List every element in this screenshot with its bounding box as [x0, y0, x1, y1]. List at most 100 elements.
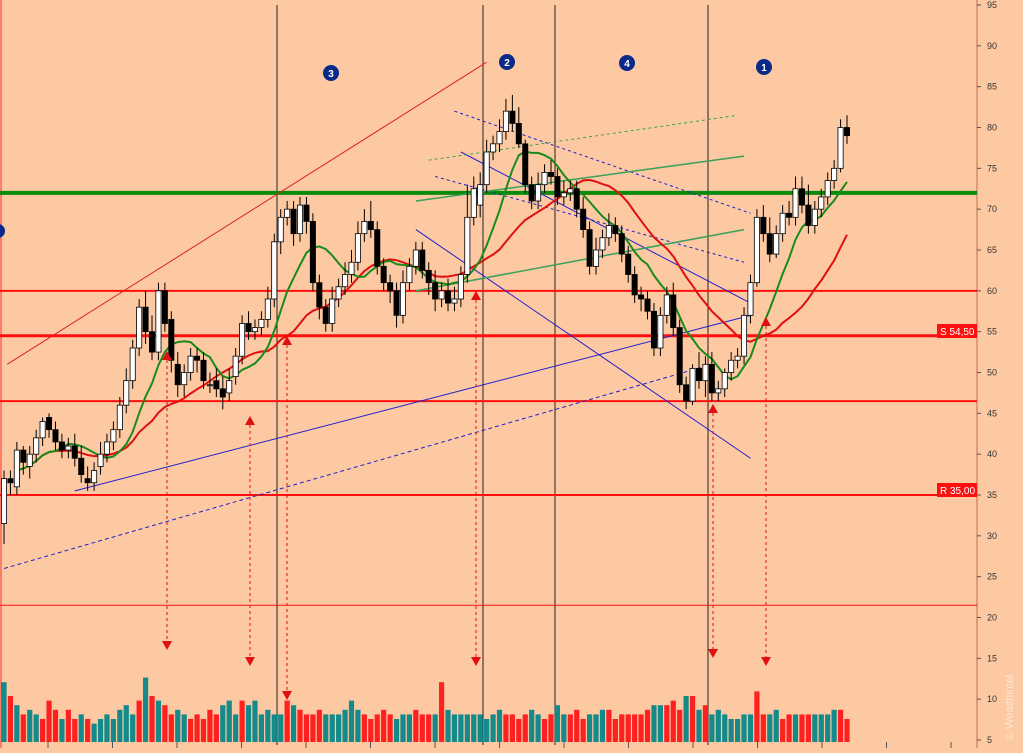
- candle-body: [399, 282, 406, 316]
- volume-bar: [683, 696, 689, 742]
- candle-body: [110, 429, 117, 443]
- candle-body: [496, 131, 503, 145]
- volume-bar: [290, 705, 297, 742]
- volume-bar: [303, 714, 310, 742]
- candle-body: [181, 372, 188, 386]
- candle-body: [65, 445, 72, 451]
- candle-body: [702, 363, 709, 382]
- candle-body: [760, 216, 767, 235]
- candle-body: [187, 355, 194, 373]
- phase-marker-1-circle: [756, 59, 772, 75]
- signal-down-arrow: [471, 657, 481, 666]
- volume-bar: [387, 714, 393, 742]
- volume-bar: [805, 714, 811, 742]
- candle-body: [20, 449, 27, 463]
- candle-body: [438, 290, 445, 300]
- volume-bar: [606, 709, 612, 742]
- phase-marker-partial: [0, 224, 5, 238]
- long-support-trendline: [74, 314, 751, 492]
- candle-body: [71, 445, 78, 459]
- candle-body: [232, 355, 239, 377]
- candle-body: [586, 229, 593, 267]
- y-tick-label: 80: [987, 123, 997, 133]
- candle-body: [708, 363, 715, 394]
- candle-body: [329, 298, 336, 324]
- y-tick-label: 15: [987, 653, 997, 663]
- phase-marker-1: 1: [756, 59, 772, 75]
- candle-body: [773, 233, 780, 255]
- candle-body: [612, 225, 619, 235]
- candle-body: [631, 274, 638, 296]
- candle-body: [605, 225, 612, 239]
- candle-body: [618, 233, 625, 255]
- volume-bar: [239, 700, 245, 742]
- watermark-text: © Wealthintel: [1004, 675, 1016, 740]
- candle-body: [322, 306, 329, 324]
- candle-body: [644, 298, 651, 312]
- volume-bar: [393, 719, 400, 742]
- candle-body: [676, 327, 683, 386]
- candle-body: [502, 110, 509, 132]
- volume-bar: [516, 719, 522, 742]
- candle-body: [683, 384, 690, 402]
- candle-body: [457, 274, 464, 300]
- volume-bar: [245, 705, 252, 742]
- y-tick-label: 75: [987, 163, 997, 173]
- candle-body: [239, 323, 246, 357]
- candle-body: [194, 355, 201, 361]
- candle-body: [303, 204, 310, 222]
- volume-bar: [773, 709, 779, 742]
- volume-bar: [561, 714, 567, 742]
- phase-marker-3-label: 3: [328, 69, 334, 80]
- candle-body: [116, 404, 123, 431]
- moving-averages: [16, 150, 848, 472]
- volume-bar: [33, 714, 39, 742]
- volume-bar: [599, 709, 606, 742]
- volume-bar: [741, 714, 747, 742]
- volume-bar: [213, 714, 219, 742]
- volume-bar: [831, 709, 837, 742]
- volume-bar: [1, 682, 7, 742]
- candle-body: [213, 380, 220, 390]
- volume-bar: [59, 719, 65, 742]
- support-level-label: S 54,50: [937, 324, 977, 338]
- volume-bar: [323, 714, 329, 742]
- volume-bar: [490, 714, 496, 742]
- candle-body: [811, 208, 818, 226]
- candle-body: [541, 172, 548, 186]
- candle-body: [155, 290, 162, 353]
- volume-bar: [709, 714, 715, 742]
- volume-bar: [310, 714, 316, 742]
- volume-bar: [117, 709, 123, 742]
- volume-bar: [72, 719, 78, 742]
- volume-bar: [735, 719, 741, 742]
- candle-body: [161, 290, 168, 324]
- volume-bar: [200, 719, 207, 742]
- phase-marker-2-label: 2: [504, 58, 510, 69]
- volume-bar: [702, 705, 709, 742]
- volume-bar: [438, 682, 445, 742]
- candle-body: [142, 306, 149, 333]
- candle-body: [271, 241, 278, 300]
- candle-body: [844, 127, 851, 137]
- candle-body: [695, 368, 702, 382]
- candle-body: [528, 184, 535, 202]
- phase-marker-2-circle: [499, 54, 515, 70]
- volume-bar: [548, 714, 554, 742]
- candle-body: [168, 319, 175, 361]
- phase-marker-3-circle: [323, 65, 339, 81]
- candle-body: [599, 237, 606, 251]
- candle-body: [297, 204, 304, 235]
- candle-body: [7, 478, 14, 484]
- candle-body: [58, 441, 65, 451]
- volume-bar: [85, 719, 91, 742]
- candle-body: [316, 282, 323, 308]
- candle-body: [342, 274, 349, 288]
- candle-body: [13, 449, 20, 488]
- candle-body: [290, 208, 297, 235]
- volume-bars: [1, 677, 850, 742]
- volume-bar: [406, 714, 413, 742]
- y-tick-label: 25: [987, 572, 997, 582]
- candle-body: [445, 290, 452, 304]
